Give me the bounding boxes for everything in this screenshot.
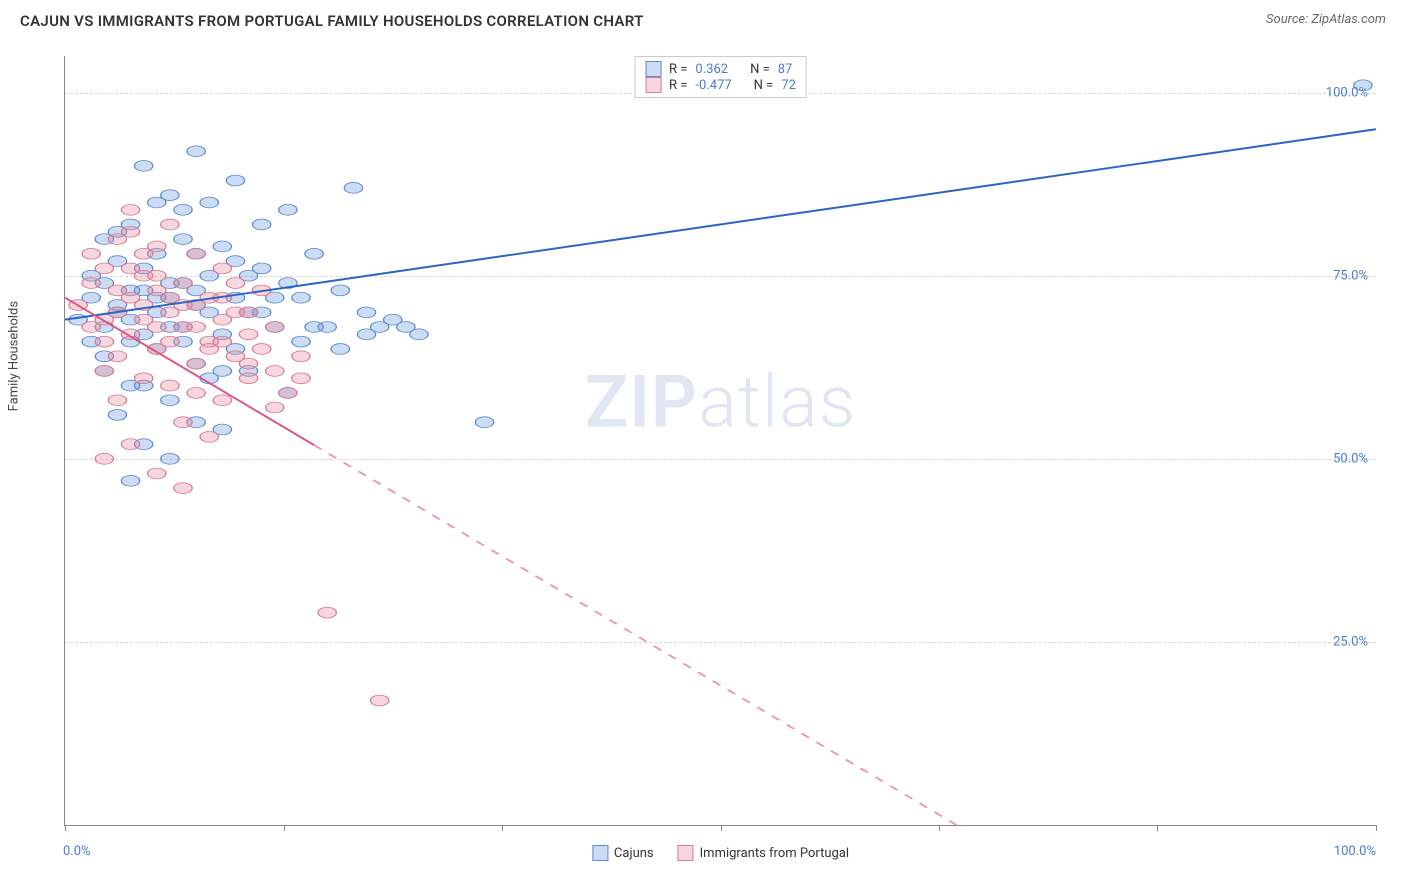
y-axis-label: Family Households: [7, 301, 22, 411]
n-label: N =: [750, 62, 770, 77]
n-value-cajuns: 87: [778, 62, 793, 77]
n-value-portugal: 72: [781, 78, 796, 93]
swatch-portugal: [678, 845, 694, 861]
legend-row-portugal: R = -0.477 N = 72: [645, 77, 796, 93]
chart-title: CAJUN VS IMMIGRANTS FROM PORTUGAL FAMILY…: [20, 12, 644, 30]
x-tick-100: 100.0%: [1334, 844, 1376, 859]
x-tick: [502, 825, 503, 831]
x-tick: [284, 825, 285, 831]
r-label: R =: [669, 62, 687, 77]
n-label: N =: [754, 78, 774, 93]
swatch-portugal: [645, 77, 661, 93]
legend-row-cajuns: R = 0.362 N = 87: [645, 61, 796, 77]
legend-label-portugal: Immigrants from Portugal: [700, 846, 849, 861]
legend-item-portugal: Immigrants from Portugal: [678, 845, 849, 861]
x-tick: [1157, 825, 1158, 831]
r-label: R =: [669, 78, 687, 93]
swatch-cajuns: [645, 61, 661, 77]
chart-container: Family Households ZIPatlas R = 0.362 N =…: [20, 46, 1386, 872]
x-tick-0: 0.0%: [63, 844, 91, 859]
x-tick: [1376, 825, 1377, 831]
plot-area: ZIPatlas R = 0.362 N = 87 R = -0.477 N =…: [64, 56, 1376, 826]
x-tick: [939, 825, 940, 831]
scatter-plot-svg: [65, 56, 1376, 825]
legend-item-cajuns: Cajuns: [592, 845, 654, 861]
source-attribution: Source: ZipAtlas.com: [1266, 12, 1386, 27]
swatch-cajuns: [592, 845, 608, 861]
r-value-portugal: -0.477: [695, 78, 731, 93]
correlation-legend: R = 0.362 N = 87 R = -0.477 N = 72: [634, 56, 807, 98]
x-tick: [65, 825, 66, 831]
legend-label-cajuns: Cajuns: [614, 846, 654, 861]
x-tick: [721, 825, 722, 831]
series-legend: Cajuns Immigrants from Portugal: [592, 845, 849, 861]
r-value-cajuns: 0.362: [695, 62, 728, 77]
